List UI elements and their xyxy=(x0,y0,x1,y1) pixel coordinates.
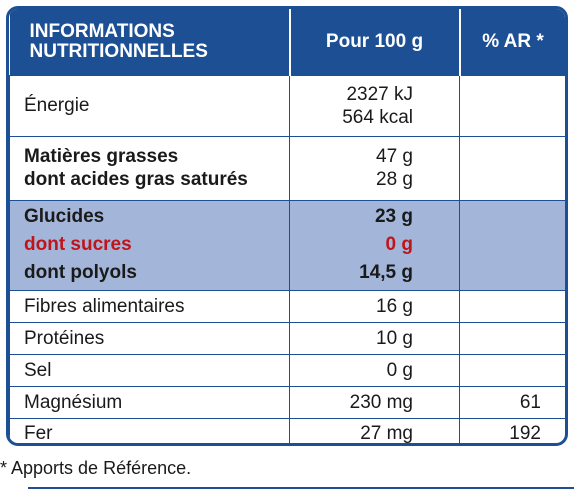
header-nutrition-info: INFORMATIONS NUTRITIONNELLES xyxy=(9,9,290,75)
graisses-name: Matières grasses xyxy=(24,146,179,167)
glucides-ar xyxy=(459,199,565,291)
header-line-1: INFORMATIONS xyxy=(29,20,175,42)
row-proteines: Protéines 10 g xyxy=(9,321,565,355)
table-header: INFORMATIONS NUTRITIONNELLES Pour 100 g … xyxy=(9,9,565,75)
glucides-label: Glucides dont sucres dont polyols xyxy=(9,199,290,291)
satures-val: 28 g xyxy=(376,169,413,190)
fibres-value: 16 g xyxy=(289,289,460,323)
proteines-value: 10 g xyxy=(289,321,460,355)
polyols-val: 14,5 g xyxy=(359,262,413,283)
graisses-ar xyxy=(459,135,565,201)
header-line-2: NUTRITIONNELLES xyxy=(29,40,208,62)
sucres-name: dont sucres xyxy=(24,234,132,255)
row-fibres: Fibres alimentaires 16 g xyxy=(9,289,565,323)
row-matieres-grasses: Matières grasses dont acides gras saturé… xyxy=(9,135,565,201)
satures-name: dont acides gras saturés xyxy=(24,169,248,190)
graisses-val: 47 g xyxy=(376,146,413,167)
glucides-name: Glucides xyxy=(24,206,105,227)
magnesium-ar: 61 xyxy=(459,385,565,419)
energie-kj: 2327 kJ xyxy=(346,83,413,105)
graisses-value: 47 g 28 g xyxy=(289,135,460,201)
polyols-name: dont polyols xyxy=(24,262,137,283)
energie-label: Énergie xyxy=(9,74,290,137)
fer-label: Fer xyxy=(9,417,290,443)
magnesium-label: Magnésium xyxy=(9,385,290,419)
glucides-val: 23 g xyxy=(374,206,413,227)
sel-label: Sel xyxy=(9,353,290,387)
row-fer: Fer 27 mg 192 xyxy=(9,417,565,443)
energie-kcal: 564 kcal xyxy=(342,106,413,128)
nutrition-table: INFORMATIONS NUTRITIONNELLES Pour 100 g … xyxy=(6,6,568,446)
magnesium-value: 230 mg xyxy=(289,385,460,419)
sucres-val: 0 g xyxy=(385,234,413,255)
fibres-ar xyxy=(459,289,565,323)
sel-value: 0 g xyxy=(289,353,460,387)
fer-ar: 192 xyxy=(459,417,565,443)
row-energie: Énergie 2327 kJ 564 kcal xyxy=(9,74,565,137)
fer-value: 27 mg xyxy=(289,417,460,443)
proteines-label: Protéines xyxy=(9,321,290,355)
sel-ar xyxy=(459,353,565,387)
header-per-100g: Pour 100 g xyxy=(288,9,460,75)
row-magnesium: Magnésium 230 mg 61 xyxy=(9,385,565,419)
row-glucides: Glucides dont sucres dont polyols 23 g 0… xyxy=(9,199,565,291)
graisses-label: Matières grasses dont acides gras saturé… xyxy=(9,135,290,201)
glucides-value: 23 g 0 g 14,5 g xyxy=(289,199,460,291)
energie-value: 2327 kJ 564 kcal xyxy=(289,74,460,137)
header-ar: % AR * xyxy=(458,9,565,75)
energie-ar xyxy=(459,74,565,137)
row-sel: Sel 0 g xyxy=(9,353,565,387)
divider xyxy=(28,487,574,489)
proteines-ar xyxy=(459,321,565,355)
footnote: * Apports de Référence. xyxy=(0,458,192,478)
fibres-label: Fibres alimentaires xyxy=(9,289,290,323)
